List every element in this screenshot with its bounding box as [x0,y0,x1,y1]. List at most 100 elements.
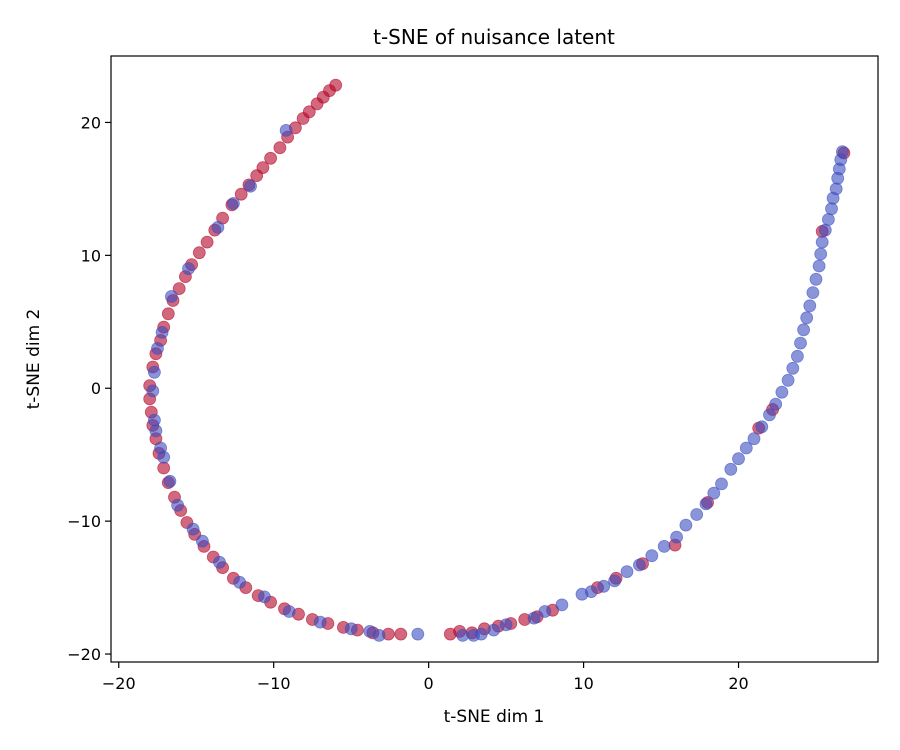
scatter-point-s1-67 [814,247,828,261]
scatter-point-s0-18 [192,246,206,260]
scatter-point-s1-14 [163,474,177,488]
y-tick-label: −10 [67,512,101,531]
scatter-point-s1-31 [499,618,513,632]
x-axis-label: t-SNE dim 1 [444,707,545,727]
y-axis-ticks: −20 −10 0 10 20 [67,113,111,664]
scatter-point-s1-49 [724,462,738,476]
scatter-point-s1-50 [732,452,745,466]
scatter-point-s1-36 [584,585,598,598]
chart-title: t-SNE of nuisance latent [373,25,615,49]
scatter-point-s1-0 [279,123,293,137]
scatter-point-s0-8 [273,141,287,155]
y-tick-label: 10 [81,246,101,265]
scatter-point-s0-9 [264,151,278,165]
y-tick-label: −20 [67,645,101,664]
scatter-point-s1-61 [797,323,810,337]
scatter-point-s1-44 [679,518,693,532]
scatter-point-s1-7 [151,341,164,355]
scatter-point-s1-37 [597,579,611,593]
scatter-point-s1-56 [775,385,789,399]
scatter-point-s1-21 [282,605,296,618]
scatter-point-s1-40 [633,558,646,572]
scatter-point-s1-15 [171,498,185,512]
scatter-point-s0-23 [161,307,175,321]
scatter-point-s0-21 [172,282,186,296]
scatter-point-s1-63 [803,299,817,313]
scatter-point-s1-70 [822,213,835,226]
scatter-point-s1-20 [257,590,271,604]
scatter-point-s1-43 [670,530,683,544]
x-tick-label: −10 [257,674,291,693]
scatter-point-s1-22 [313,615,327,629]
x-axis-ticks: −20 −10 0 10 20 [102,662,749,693]
scatter-point-s1-6 [155,325,169,339]
scatter-point-s1-69 [818,223,832,237]
scatter-point-s1-38 [608,574,621,588]
scatter-point-s1-62 [800,311,814,325]
scatter-point-s1-42 [657,540,671,553]
scatter-point-s1-2 [226,197,240,210]
scatter-point-s1-46 [699,497,713,511]
scatter-point-s1-66 [812,259,826,273]
x-tick-label: 20 [728,674,748,693]
scatter-point-s0-34 [157,461,171,475]
scatter-point-s1-32 [527,611,541,625]
scatter-point-s1-26 [411,627,425,641]
y-tick-label: 0 [91,379,101,398]
scatter-point-s1-64 [806,286,820,300]
x-tick-label: 0 [424,674,434,693]
x-tick-label: −20 [102,674,136,693]
scatter-point-s1-34 [555,598,569,612]
scatter-point-s0-55 [394,627,408,641]
scatter-point-s1-5 [164,290,178,303]
scatter-point-s0-3 [310,97,324,111]
scatter-point-s1-60 [794,336,807,350]
plot-frame [110,55,879,663]
scatter-point-s1-53 [755,420,769,434]
scatter-point-s1-65 [809,272,823,286]
points-layer [143,78,851,642]
scatter-point-s1-39 [620,565,634,578]
scatter-point-s1-55 [769,397,783,411]
scatter-point-s1-1 [244,179,257,193]
scatter-point-s1-45 [690,508,704,521]
scatter-point-s1-54 [763,408,776,422]
scatter-point-s1-48 [715,477,728,491]
scatter-point-s1-25 [372,629,386,642]
scatter-point-s1-16 [186,522,200,536]
scatter-point-s1-41 [645,549,659,563]
scatter-point-s1-71 [825,202,838,216]
scatter-point-s0-13 [234,187,248,201]
scatter-point-s0-17 [200,235,214,249]
x-tick-label: 10 [573,674,593,693]
scatter-point-s1-11 [149,424,163,438]
scatter-point-s1-30 [487,623,501,637]
scatter-point-s1-73 [829,182,843,196]
scatter-point-s1-23 [344,622,358,636]
scatter-point-s1-27 [456,629,470,642]
scatter-point-s1-3 [211,220,225,234]
scatter-point-s1-29 [474,627,488,641]
scatter-point-s1-77 [836,145,849,159]
scatter-point-s1-33 [538,605,552,618]
scatter-point-s1-17 [195,534,209,548]
y-axis-label: t-SNE dim 2 [24,309,44,410]
scatter-point-s1-52 [747,432,761,446]
scatter-point-s1-19 [233,575,247,589]
scatter-point-s1-68 [815,235,829,249]
scatter-point-s1-59 [791,349,804,363]
scatter-point-s1-57 [781,373,795,387]
scatter-point-s0-5 [296,112,310,125]
scatter-point-s1-8 [147,365,161,379]
scatter-point-s0-11 [250,169,264,183]
scatter-point-s1-51 [739,441,753,455]
scatter-point-s1-58 [786,361,800,375]
scatter-point-s1-9 [146,384,160,398]
scatter-point-s1-18 [213,555,226,569]
scatter-point-s1-47 [707,486,721,500]
scatter-point-s1-13 [157,450,171,464]
scatter-point-s1-4 [182,262,195,276]
scatter-point-s1-10 [147,413,161,427]
y-tick-label: 20 [81,113,101,132]
